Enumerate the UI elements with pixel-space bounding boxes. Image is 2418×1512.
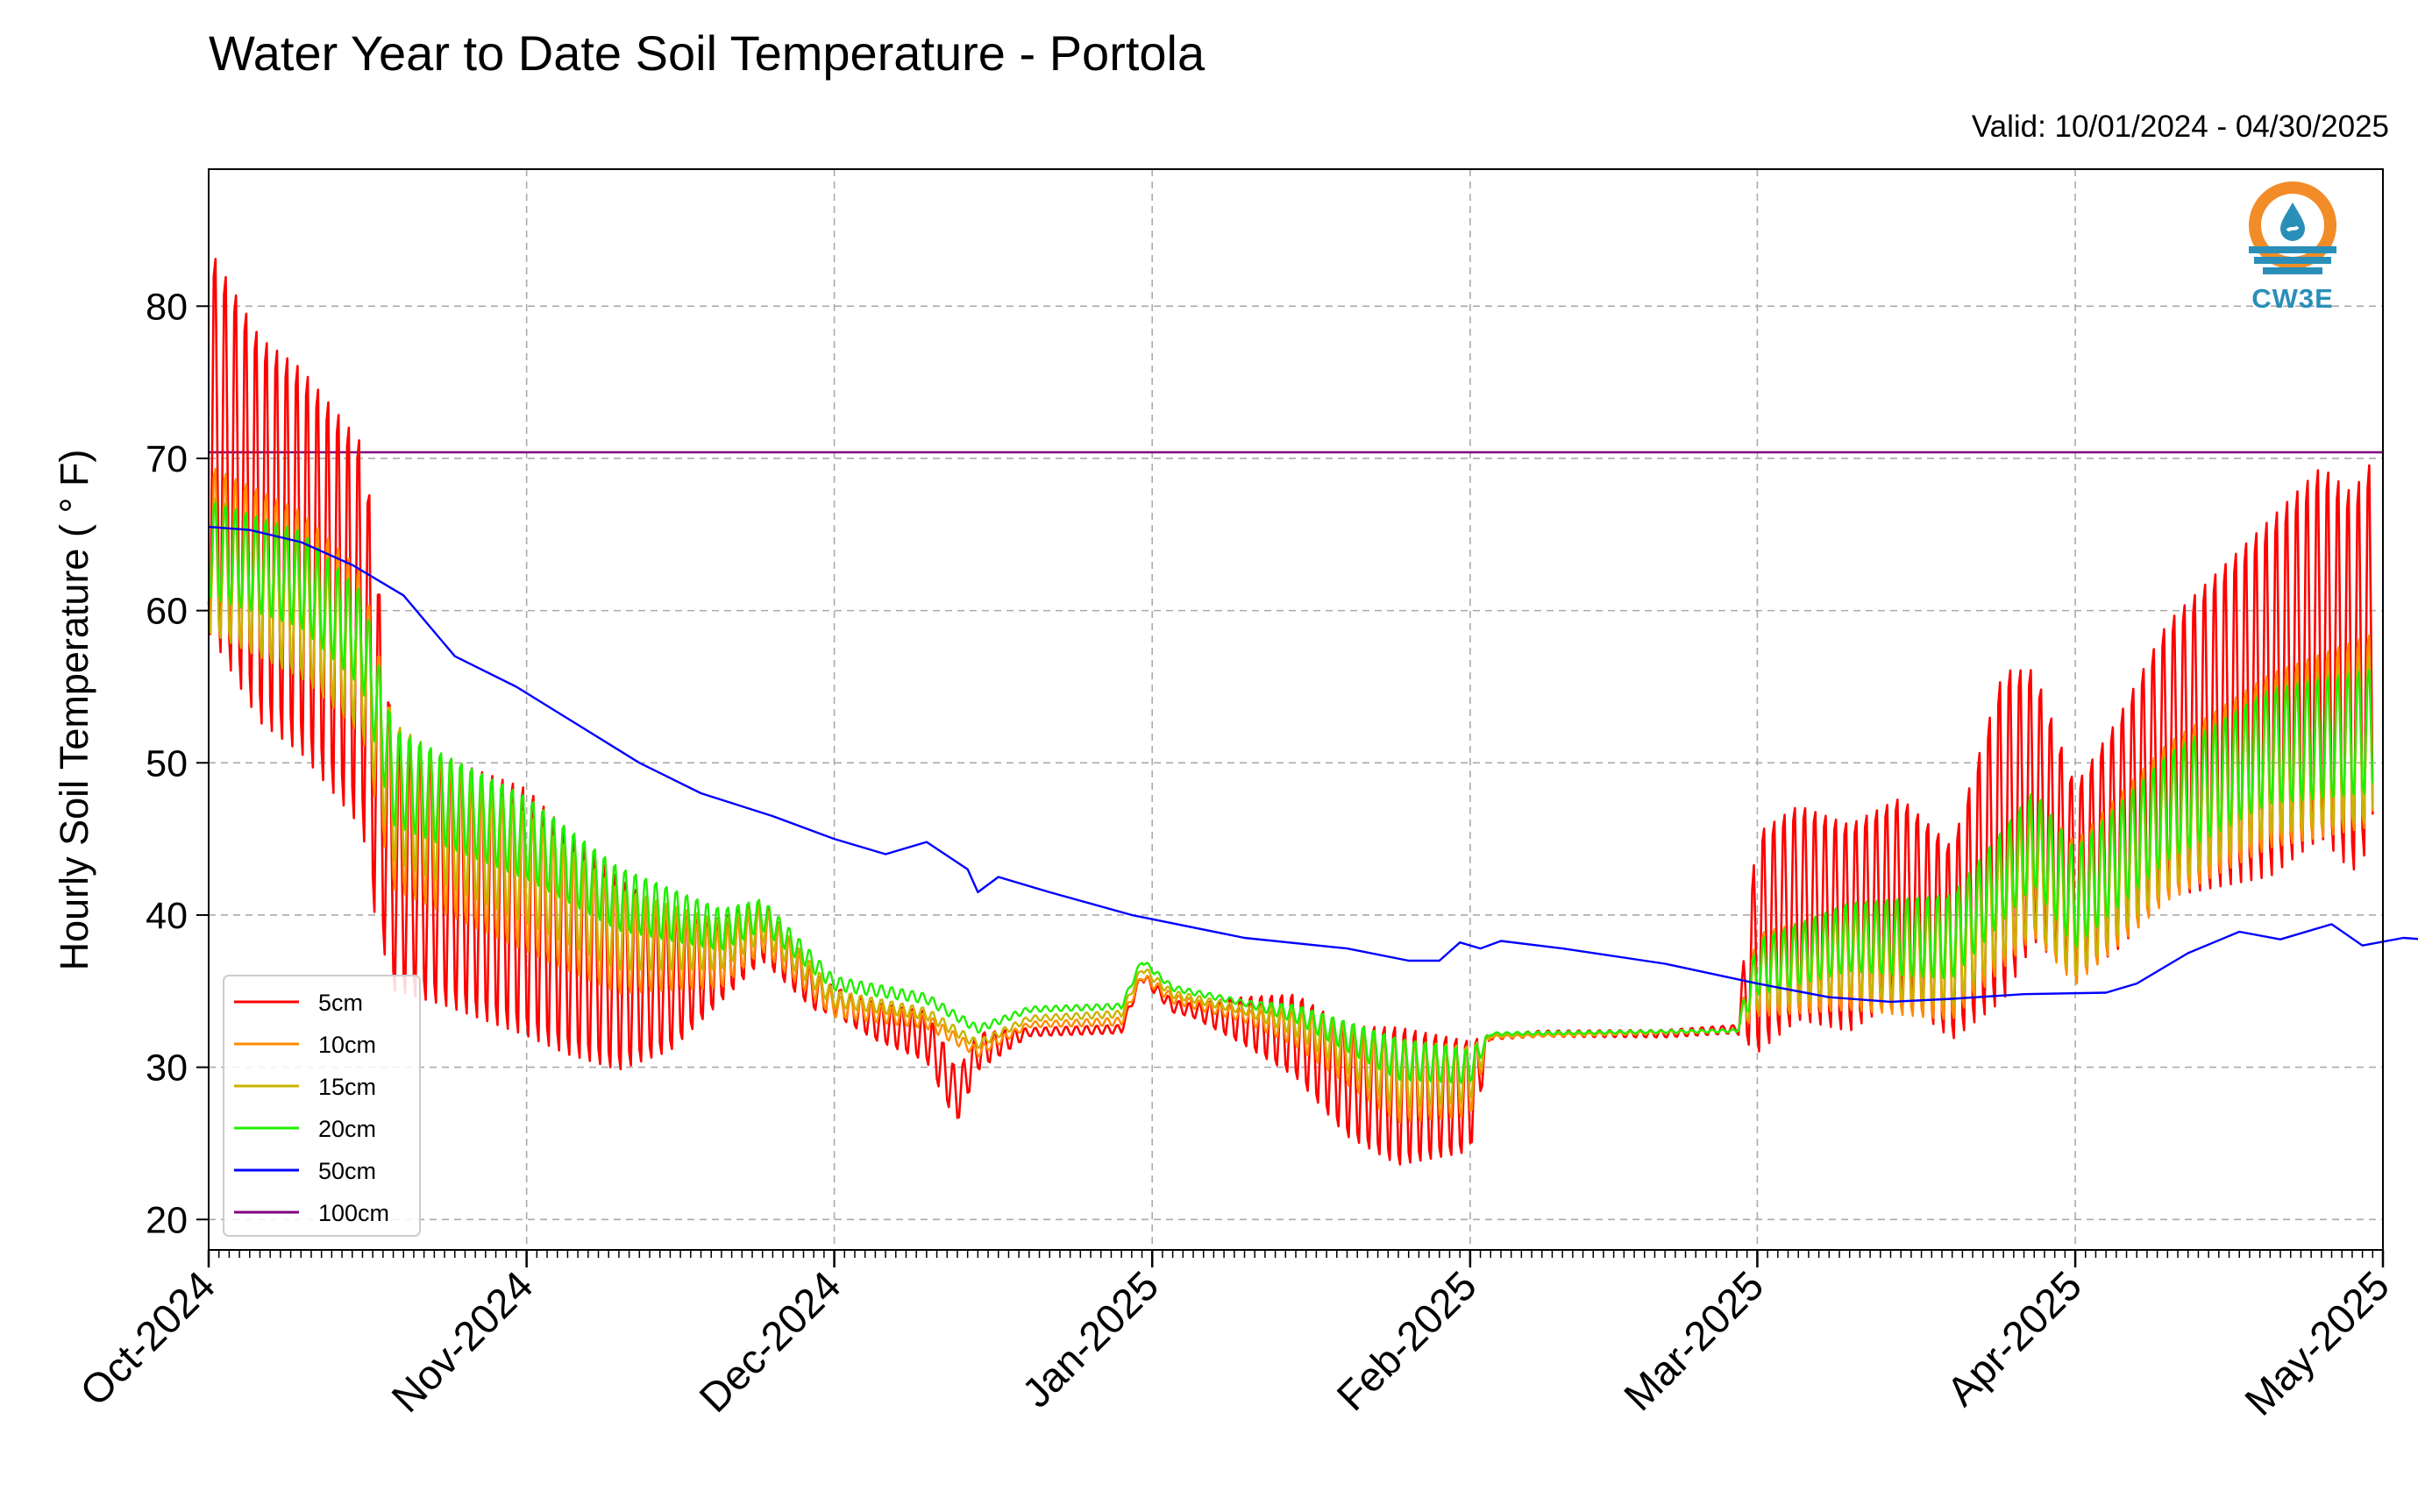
- legend-label-50cm: 50cm: [318, 1158, 376, 1184]
- legend-label-10cm: 10cm: [318, 1032, 376, 1058]
- plot-frame: [208, 168, 2384, 1251]
- y-tick-label: 80: [146, 286, 188, 328]
- x-tick-label: Dec-2024: [690, 1262, 850, 1422]
- x-tick-label: Apr-2025: [1938, 1262, 2090, 1415]
- y-tick-label: 20: [146, 1199, 188, 1241]
- series-lines: [207, 258, 2418, 1166]
- y-tick-label: 40: [146, 895, 188, 937]
- series-line-20cm: [207, 501, 2374, 1084]
- x-axis: Oct-2024 Nov-2024 Dec-2024 Jan-2025 Feb-2025…: [71, 1250, 2398, 1424]
- y-tick-label: 60: [146, 591, 188, 633]
- legend: 5cm 10cm 15cm 20cm 50cm 100cm: [223, 975, 421, 1237]
- legend-label-100cm: 100cm: [318, 1200, 389, 1226]
- x-tick-label: Feb-2025: [1327, 1262, 1485, 1420]
- legend-label-20cm: 20cm: [318, 1116, 376, 1142]
- legend-label-5cm: 5cm: [318, 990, 363, 1016]
- x-tick-label: Oct-2024: [71, 1262, 224, 1415]
- y-tick-label: 70: [146, 438, 188, 480]
- x-tick-label: Jan-2025: [1013, 1262, 1167, 1416]
- water-drop-sun-logo-icon: [2249, 181, 2336, 274]
- legend-label-15cm: 15cm: [318, 1074, 376, 1100]
- x-tick-label: May-2025: [2236, 1262, 2398, 1424]
- y-tick-label: 50: [146, 742, 188, 784]
- x-tick-label: Nov-2024: [382, 1262, 542, 1422]
- cw3e-logo: CW3E: [2240, 180, 2345, 320]
- y-tick-label: 30: [146, 1047, 188, 1090]
- series-line-50cm: [208, 525, 2418, 1004]
- series-line-5cm: [207, 258, 2374, 1166]
- grid-lines: [208, 169, 2384, 1250]
- logo-text: CW3E: [2251, 283, 2334, 314]
- y-axis-label: Hourly Soil Temperature ( ° F): [52, 450, 96, 971]
- chart-title: Water Year to Date Soil Temperature - Po…: [209, 25, 1205, 81]
- y-axis: 20 30 40 50 60 70 80: [146, 286, 209, 1241]
- x-tick-label: Mar-2025: [1615, 1262, 1773, 1420]
- valid-date-range: Valid: 10/01/2024 - 04/30/2025: [1971, 110, 2389, 144]
